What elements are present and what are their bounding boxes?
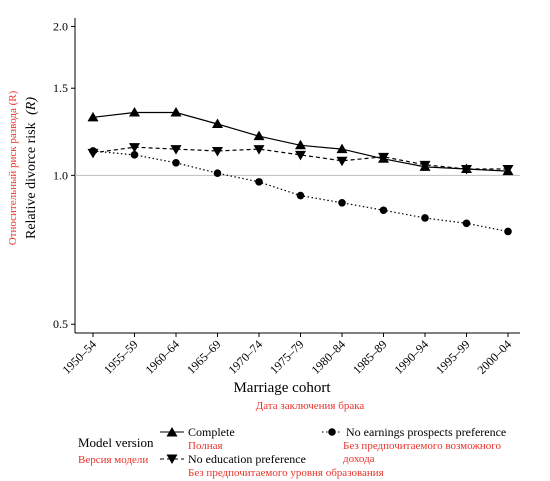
data-point xyxy=(461,164,472,175)
data-point xyxy=(336,143,348,154)
x-tick-label: 1985–89 xyxy=(350,337,390,377)
legend-translation-no-earnings: Без предпочитаемого возможного дохода xyxy=(343,440,504,465)
data-point xyxy=(295,139,306,150)
y-axis-title: Relative divorce risk (R) xyxy=(24,97,39,239)
data-point xyxy=(419,160,431,171)
series-line xyxy=(92,150,509,233)
x-tick-label: 1980–84 xyxy=(309,337,349,377)
y-axis-title-var: (R) xyxy=(24,97,39,115)
legend-translation-no-education: Без предпочитаемого уровня образования xyxy=(188,467,384,479)
data-point xyxy=(378,152,389,163)
x-axis-title-translation: Дата заключения брака xyxy=(256,400,365,412)
legend-label-complete: Complete xyxy=(188,425,235,439)
series-0 xyxy=(87,106,514,176)
x-tick-label: 1955–59 xyxy=(101,337,141,377)
data-point xyxy=(89,147,97,155)
data-point xyxy=(502,164,514,175)
x-axis-title: Marriage cohort xyxy=(233,380,331,396)
data-point xyxy=(504,227,512,236)
data-point xyxy=(253,145,265,155)
data-point xyxy=(170,145,182,155)
x-tick-label: 1990–94 xyxy=(392,337,432,377)
legend-marker-no-earnings xyxy=(328,428,336,436)
data-point xyxy=(255,178,263,186)
data-point xyxy=(129,143,140,153)
series-2 xyxy=(89,147,512,236)
data-point xyxy=(213,169,222,177)
legend-label-no-education: No education preference xyxy=(188,452,306,466)
x-tick-label: 1995–99 xyxy=(433,337,473,377)
legend-translation-complete: Полная xyxy=(188,440,223,452)
x-tick-label: 1975–79 xyxy=(267,337,307,377)
data-point xyxy=(212,146,223,157)
legend-title: Model version xyxy=(78,435,154,450)
y-tick-label: 1.5 xyxy=(53,81,68,95)
legend: Model version Версия модели Complete Пол… xyxy=(78,425,506,479)
x-tick-label: 1960–64 xyxy=(143,337,183,377)
data-point xyxy=(421,214,429,222)
y-tick-label: 1.0 xyxy=(53,168,68,182)
series-layer xyxy=(87,106,514,236)
x-tick-label: 1950–54 xyxy=(60,337,100,377)
x-tick-label: 2000–04 xyxy=(475,337,515,377)
legend-translation-no-earnings-line1: Без предпочитаемого возможного xyxy=(343,440,502,452)
data-point xyxy=(338,198,346,207)
axes: 0.5 1.0 1.5 2.0 1950–54 1955–59 1960–64 1965–69… xyxy=(53,18,520,377)
data-point xyxy=(253,130,265,141)
data-point xyxy=(295,150,306,161)
data-point xyxy=(130,151,139,159)
legend-item-no-earnings: No earnings prospects preference Без пре… xyxy=(322,425,506,465)
legend-title-translation: Версия модели xyxy=(78,454,148,466)
legend-marker-no-education xyxy=(166,454,178,464)
data-point xyxy=(129,106,140,117)
data-point xyxy=(212,118,223,128)
y-axis-title-translation: Относительный риск развода (R) xyxy=(7,90,19,245)
legend-translation-no-earnings-line2: дохода xyxy=(343,453,375,465)
y-tick-label: 0.5 xyxy=(53,317,68,331)
legend-item-complete: Complete Полная xyxy=(160,425,235,452)
legend-marker-complete xyxy=(166,427,178,437)
legend-item-no-education: No education preference Без предпочитаем… xyxy=(160,452,384,479)
legend-label-no-earnings: No earnings prospects preference xyxy=(346,425,506,439)
data-point xyxy=(172,159,180,167)
x-tick-label: 1965–69 xyxy=(184,337,224,377)
data-point xyxy=(170,106,182,117)
data-point xyxy=(296,191,305,200)
data-point xyxy=(379,206,388,215)
y-axis-title-text: Relative divorce risk xyxy=(24,122,39,239)
data-point xyxy=(87,111,99,122)
y-tick-label: 2.0 xyxy=(53,19,68,33)
x-tick-label: 1970–74 xyxy=(226,337,266,377)
data-point xyxy=(462,219,471,228)
data-point xyxy=(336,156,348,167)
